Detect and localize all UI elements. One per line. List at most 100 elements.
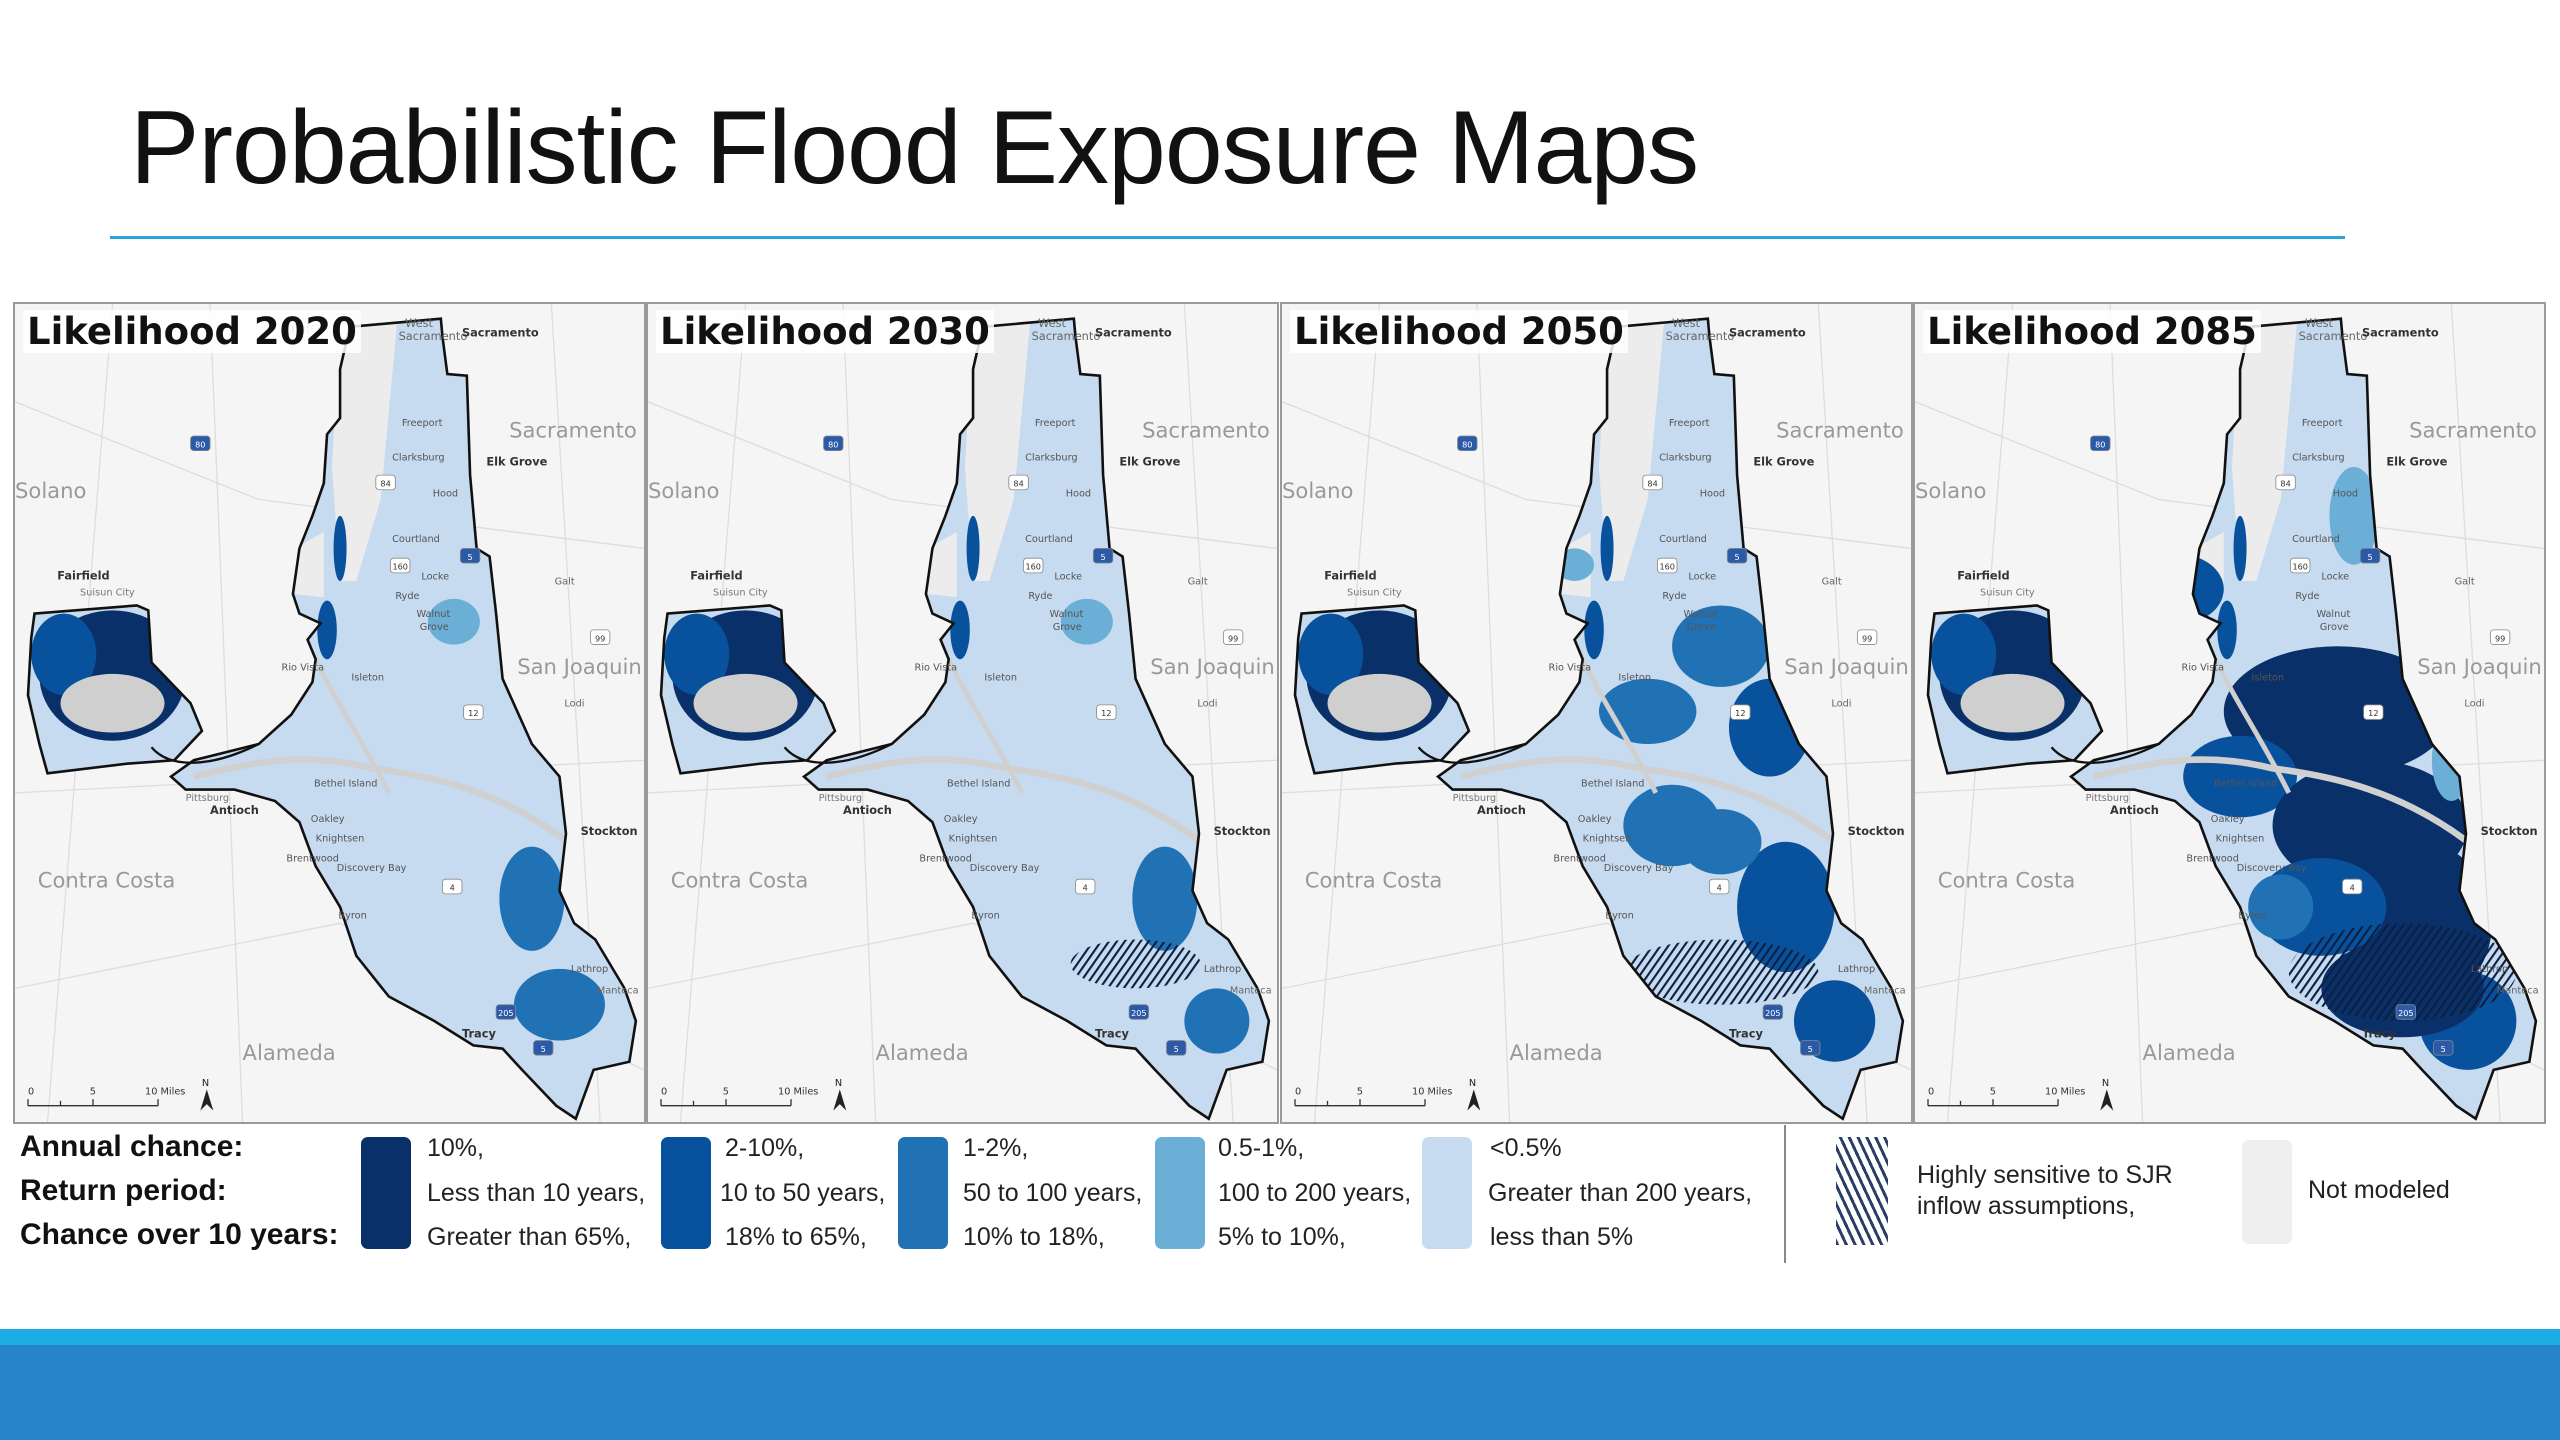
place-label-sacramento-city: Sacramento: [1095, 326, 1172, 340]
place-label-walnut-grove-2: Grove: [420, 622, 449, 633]
scale-tick-label: 5: [1990, 1086, 1996, 1097]
place-label-alameda: Alameda: [876, 1040, 969, 1065]
north-arrow-icon: [1467, 1089, 1481, 1111]
highway-number: 84: [1013, 478, 1023, 488]
legend-text: 1-2%,: [963, 1134, 1029, 1162]
place-label-lodi: Lodi: [2464, 698, 2484, 709]
place-label-west-sacramento-2: Sacramento: [1666, 329, 1735, 343]
place-label-locke: Locke: [1688, 571, 1716, 582]
river-channel: [192, 756, 570, 845]
scale-bar: [1294, 1099, 1426, 1107]
north-label: N: [202, 1078, 209, 1089]
place-label-galt: Galt: [1822, 576, 1842, 587]
legend-text: 10% to 18%,: [963, 1223, 1105, 1251]
place-label-solano: Solano: [1915, 478, 1986, 503]
flood-zone-tier-3: [1680, 809, 1762, 875]
highway-shield-icon: [2433, 1040, 2454, 1056]
place-label-courtland: Courtland: [1659, 534, 1707, 545]
place-label-contra-costa: Contra Costa: [38, 867, 176, 892]
highway-shield-icon: [2342, 878, 2363, 895]
place-label-brentwood: Brentwood: [1553, 853, 1606, 864]
legend-row-return-period: Return period:: [20, 1174, 227, 1207]
place-label-san-joaquin: San Joaquin: [1784, 654, 1909, 679]
highway-number: 12: [1735, 708, 1745, 718]
highway-number: 5: [2368, 552, 2373, 562]
delta-boundary: [168, 317, 638, 1121]
river-channel: [946, 658, 1025, 794]
flood-map: YoloWestSacramentoSacramentoSacramentoEl…: [648, 304, 1277, 1122]
legend-text: Not modeled: [2308, 1176, 2450, 1204]
legend-swatch-0.5-1pct: [1155, 1137, 1205, 1249]
flood-zone-tier-3: [1672, 605, 1770, 687]
highway-number: 160: [392, 562, 407, 572]
place-label-courtland: Courtland: [392, 534, 440, 545]
highway-number: 80: [195, 439, 205, 449]
scale-tick-label: 0: [28, 1086, 34, 1097]
flood-zone-tier-3: [2248, 874, 2314, 940]
sjr-sensitive-area: [1070, 939, 1201, 989]
place-label-hood: Hood: [2333, 488, 2358, 499]
highway-number: 99: [595, 633, 605, 643]
highway-shield-icon: [2395, 1004, 2417, 1020]
legend-text: Highly sensitive to SJR: [1917, 1161, 2173, 1189]
place-label-antioch: Antioch: [1477, 803, 1526, 817]
highway-shield-icon: [1657, 557, 1678, 574]
panel-title: Likelihood 2020: [23, 310, 361, 353]
place-label-oakley: Oakley: [1578, 814, 1612, 825]
place-label-discovery-bay: Discovery Bay: [970, 863, 1040, 874]
scale-tick-label: 0: [1295, 1086, 1301, 1097]
not-modeled-area: [294, 532, 324, 598]
legend-swatch-not-modeled: [2242, 1140, 2292, 1244]
place-label-west-sacramento-1: West: [2305, 316, 2333, 330]
river-channel: [825, 756, 1203, 845]
place-label-walnut-grove-1: Walnut: [416, 609, 450, 620]
legend-text: 2-10%,: [725, 1134, 805, 1162]
place-label-san-joaquin: San Joaquin: [2417, 654, 2542, 679]
page-title: Probabilistic Flood Exposure Maps: [130, 90, 1699, 206]
map-panel-2085: YoloWestSacramentoSacramentoSacramentoEl…: [1913, 302, 2546, 1124]
place-label-discovery-bay: Discovery Bay: [337, 863, 407, 874]
place-label-san-joaquin: San Joaquin: [1150, 654, 1275, 679]
place-label-ryde: Ryde: [2295, 591, 2319, 602]
place-label-tracy: Tracy: [462, 1026, 496, 1040]
flood-zone-tier-2: [2126, 553, 2224, 626]
water-body: [1960, 673, 2065, 733]
place-label-knightsen: Knightsen: [949, 834, 998, 845]
place-label-suisun-city: Suisun City: [713, 588, 768, 599]
highway-number: 5: [1101, 552, 1106, 562]
place-label-sacramento-county: Sacramento: [2409, 418, 2537, 443]
place-label-san-joaquin: San Joaquin: [517, 654, 642, 679]
flood-zone-tier-2: [1931, 613, 1997, 696]
place-label-walnut-grove-1: Walnut: [2316, 609, 2350, 620]
place-label-walnut-grove-2: Grove: [1687, 622, 1716, 633]
north-label: N: [2102, 1078, 2109, 1089]
highway-number: 5: [1808, 1044, 1813, 1054]
place-label-manteca: Manteca: [597, 985, 639, 996]
road-line: [15, 401, 644, 550]
highway-number: 5: [2441, 1044, 2446, 1054]
road-line: [1282, 401, 1911, 550]
highway-number: 4: [1083, 883, 1088, 893]
place-label-oakley: Oakley: [311, 814, 345, 825]
highway-shield-icon: [375, 474, 396, 491]
place-label-oakley: Oakley: [944, 814, 978, 825]
place-label-tracy: Tracy: [1729, 1026, 1763, 1040]
place-label-manteca: Manteca: [1230, 985, 1272, 996]
north-arrow-icon: [2100, 1089, 2114, 1111]
flood-zone-tier-2: [2217, 600, 2237, 660]
highway-number: 4: [1717, 883, 1722, 893]
place-label-galt: Galt: [555, 576, 575, 587]
highway-shield-icon: [1166, 1040, 1187, 1056]
place-label-lodi: Lodi: [1197, 698, 1217, 709]
place-label-lathrop: Lathrop: [1838, 964, 1875, 975]
highway-shield-icon: [589, 629, 611, 645]
legend-text: 10 to 50 years,: [720, 1179, 886, 1207]
not-modeled-area: [964, 323, 1030, 582]
place-label-brentwood: Brentwood: [286, 853, 339, 864]
river-channel: [2092, 756, 2470, 845]
place-label-isleton: Isleton: [1618, 672, 1651, 683]
place-label-galt: Galt: [2455, 576, 2475, 587]
place-label-knightsen: Knightsen: [1583, 834, 1632, 845]
highway-shield-icon: [2359, 548, 2381, 564]
legend-text: Greater than 200 years,: [1488, 1179, 1753, 1207]
